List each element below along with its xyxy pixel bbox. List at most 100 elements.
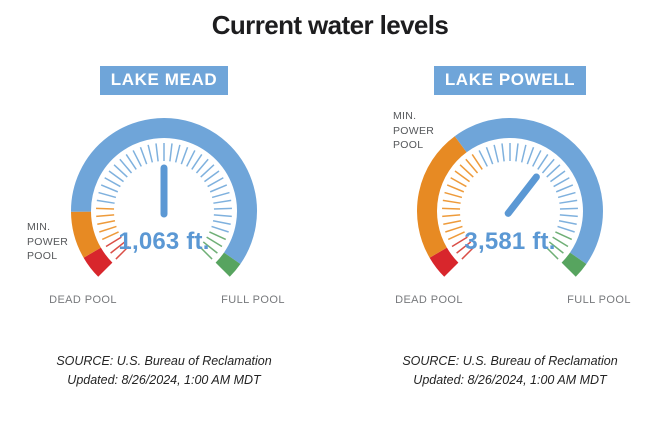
gauge-tick bbox=[451, 236, 468, 248]
gauge-tick bbox=[442, 214, 461, 218]
gauge-tick bbox=[446, 184, 465, 193]
gauge-tick bbox=[200, 164, 215, 178]
gauge-tick bbox=[442, 207, 461, 210]
gauge-tick bbox=[132, 150, 142, 167]
gauge-tick bbox=[552, 236, 569, 248]
gauge-tick bbox=[99, 225, 117, 233]
gauge-zone-red bbox=[83, 247, 113, 277]
gauge-tick bbox=[213, 199, 232, 204]
gauge-tick bbox=[550, 170, 566, 183]
gauge-tick bbox=[478, 150, 488, 167]
gauge-tick bbox=[548, 241, 564, 254]
gauge-tick bbox=[202, 241, 218, 254]
lake-mead-full-pool-label: FULL POOL bbox=[221, 294, 285, 306]
gauge-tick bbox=[555, 231, 573, 241]
gauge-tick bbox=[456, 241, 472, 254]
gauge-zone-red bbox=[429, 247, 459, 277]
gauge-tick bbox=[445, 225, 463, 233]
gauge-tick bbox=[211, 191, 230, 199]
updated-line: Updated: 8/26/2024, 1:00 AM MDT bbox=[67, 373, 261, 387]
gauge-tick bbox=[113, 164, 128, 178]
gauge-tick bbox=[557, 225, 575, 233]
gauge-tick bbox=[501, 143, 505, 162]
gauge-tick bbox=[447, 231, 465, 241]
source-line: SOURCE: U.S. Bureau of Reclamation bbox=[56, 354, 272, 368]
gauge-tick bbox=[520, 144, 527, 163]
gauge-tick bbox=[101, 231, 119, 241]
gauge-tick bbox=[471, 154, 483, 170]
gauge-tick bbox=[209, 231, 227, 241]
gauge-tick bbox=[191, 154, 203, 170]
gauge-tick bbox=[444, 191, 463, 199]
lake-powell-badge-row: LAKE POWELL bbox=[365, 66, 655, 95]
lake-powell-source-note: SOURCE: U.S. Bureau of Reclamation Updat… bbox=[365, 352, 655, 390]
gauge-tick bbox=[443, 220, 462, 226]
lake-mead-dial bbox=[70, 118, 257, 277]
gauge-zone-green bbox=[561, 252, 587, 277]
gauge-tick bbox=[98, 191, 117, 199]
gauge-tick bbox=[105, 236, 122, 248]
gauge-tick bbox=[97, 220, 116, 226]
gauge-tick bbox=[459, 164, 474, 178]
gauge-tick bbox=[558, 220, 577, 226]
source-line: SOURCE: U.S. Bureau of Reclamation bbox=[402, 354, 618, 368]
gauge-tick bbox=[559, 199, 578, 204]
gauge-tick bbox=[553, 177, 570, 188]
gauge-tick bbox=[213, 207, 232, 210]
gauge-tick bbox=[212, 220, 231, 226]
lake-powell-gauge: LAKE POWELL 3,581 ft. MIN. POWER POOL DE… bbox=[365, 0, 655, 422]
gauge-needle bbox=[504, 173, 540, 217]
lake-mead-title-badge: LAKE MEAD bbox=[99, 66, 229, 95]
gauge-tick bbox=[211, 225, 229, 233]
gauge-tick bbox=[96, 207, 115, 210]
gauge-zone-orange bbox=[71, 211, 102, 258]
gauge-tick bbox=[493, 144, 500, 163]
gauge-tick bbox=[546, 164, 561, 178]
gauge-tick bbox=[515, 143, 519, 162]
gauge-zone-green bbox=[215, 252, 241, 277]
updated-line: Updated: 8/26/2024, 1:00 AM MDT bbox=[413, 373, 607, 387]
gauge-tick bbox=[485, 146, 494, 165]
gauge-tick bbox=[207, 177, 224, 188]
gauge-tick bbox=[442, 199, 461, 204]
gauge-tick bbox=[104, 177, 121, 188]
gauge-tick bbox=[195, 158, 209, 174]
gauge-tick bbox=[147, 144, 154, 163]
gauge-tick bbox=[110, 241, 126, 254]
gauge-tick bbox=[204, 170, 220, 183]
gauge-tick bbox=[100, 184, 119, 193]
gauge-tick bbox=[526, 146, 535, 165]
gauge-tick bbox=[532, 150, 542, 167]
gauge-tick bbox=[557, 191, 576, 199]
lake-powell-dial bbox=[417, 118, 603, 277]
gauge-tick bbox=[169, 143, 173, 162]
lake-mead-badge-row: LAKE MEAD bbox=[19, 66, 309, 95]
gauge-tick bbox=[559, 207, 578, 210]
gauge-tick bbox=[198, 245, 213, 260]
gauge-tick bbox=[115, 245, 130, 260]
gauge-tick bbox=[537, 154, 549, 170]
lake-powell-current-level: 3,581 ft. bbox=[464, 228, 556, 255]
lake-mead-current-level: 1,063 ft. bbox=[118, 228, 210, 255]
lake-mead-gauge: LAKE MEAD 1,063 ft. MIN. POWER POOL DEAD… bbox=[19, 0, 309, 422]
gauge-tick bbox=[209, 184, 228, 193]
gauge-tick bbox=[125, 154, 137, 170]
gauge-zone-blue bbox=[454, 118, 603, 264]
gauge-tick bbox=[108, 170, 124, 183]
lake-powell-full-pool-label: FULL POOL bbox=[567, 294, 631, 306]
page-title: Current water levels bbox=[211, 10, 449, 40]
gauge-tick bbox=[96, 214, 115, 218]
lake-powell-dead-pool-label: DEAD POOL bbox=[395, 294, 463, 306]
lake-mead-min-power-pool-label: MIN. POWER POOL bbox=[27, 221, 69, 262]
gauge-tick bbox=[465, 158, 479, 174]
gauge-tick bbox=[461, 245, 476, 260]
gauge-tick bbox=[96, 199, 115, 204]
gauge-tick bbox=[186, 150, 196, 167]
gauge-tick bbox=[155, 143, 159, 162]
gauge-tick bbox=[119, 158, 133, 174]
lake-powell-title-badge: LAKE POWELL bbox=[433, 66, 587, 95]
gauge-tick bbox=[206, 236, 223, 248]
lake-mead-dead-pool-label: DEAD POOL bbox=[49, 294, 117, 306]
gauge-tick bbox=[450, 177, 467, 188]
